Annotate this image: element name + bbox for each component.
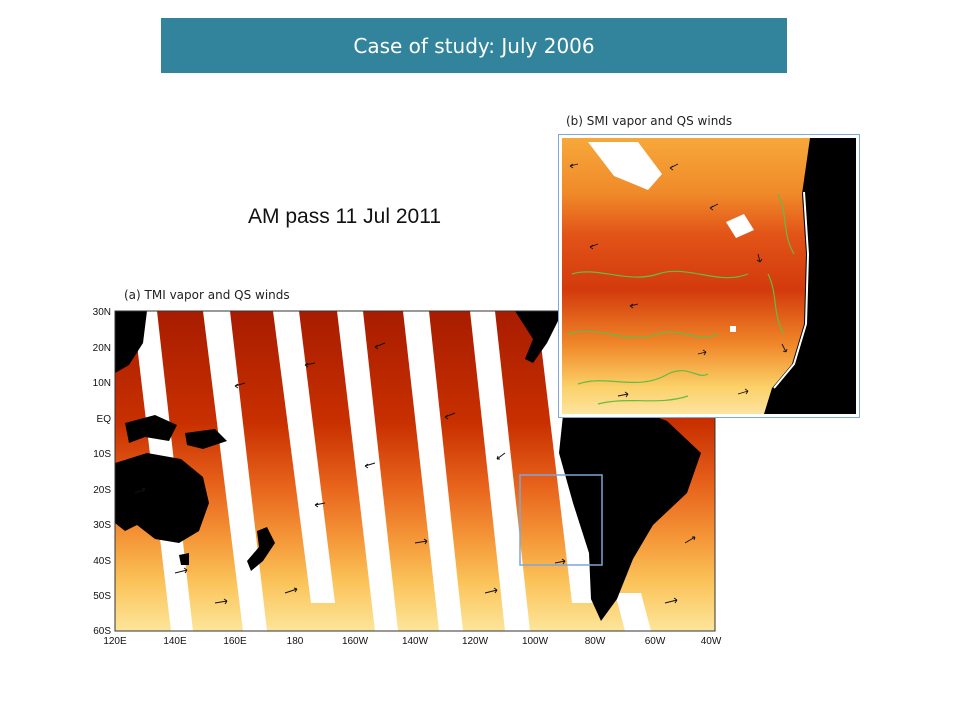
landmass-central-america [515,311,563,363]
lon-label: 160W [342,636,369,647]
contour-lines [567,193,795,405]
lon-label: 120W [462,636,489,647]
lat-label: 20N [93,343,111,354]
study-area-box [519,474,603,566]
landmass-south-america [559,401,701,621]
lon-label: 160E [223,636,247,647]
landmass-new-guinea [185,429,227,449]
lon-label: 100W [522,636,549,647]
title-bar: Case of study: July 2006 [161,18,787,73]
lat-label: 30S [93,520,111,531]
landmass-australia [115,453,209,543]
land-south-america-coast [764,138,856,414]
landmass-north-pacific-rim [115,311,147,373]
coastline [773,191,810,389]
lat-label: EQ [97,414,112,425]
map-b [558,134,860,418]
lat-label: 60S [93,626,111,637]
lon-label: 40W [701,636,722,647]
landmass-maritime-continent [125,415,177,443]
lon-label: 140W [402,636,429,647]
wind-vectors-zoom [569,163,788,398]
missing-data-patch [726,214,754,238]
lat-label: 50S [93,591,111,602]
lat-label: 40S [93,556,111,567]
lat-label: 10N [93,378,111,389]
wind-vectors [134,342,696,605]
lon-axis: 120E 140E 160E 180 160W 140W 120W 100W 8… [103,636,722,647]
slide-title: Case of study: July 2006 [353,33,595,58]
lon-label: 180 [287,636,304,647]
landmass-tasmania [179,553,189,565]
landmass-new-zealand [247,527,275,571]
lat-label: 10S [93,449,111,460]
lon-label: 120E [103,636,127,647]
map-b-caption: (b) SMI vapor and QS winds [566,114,733,128]
lat-axis: 30N 20N 10N EQ 10S 20S 30S 40S 50S 60S [93,307,112,637]
lon-label: 80W [585,636,606,647]
lat-label: 30N [93,307,111,318]
lon-label: 140E [163,636,187,647]
lon-label: 60W [645,636,666,647]
missing-data-patch [730,326,736,332]
map-a-frame [114,310,716,632]
pass-label: AM pass 11 Jul 2011 [248,205,441,228]
map-a-caption: (a) TMI vapor and QS winds [124,288,290,302]
missing-data-patch [588,142,662,190]
lat-label: 20S [93,485,111,496]
